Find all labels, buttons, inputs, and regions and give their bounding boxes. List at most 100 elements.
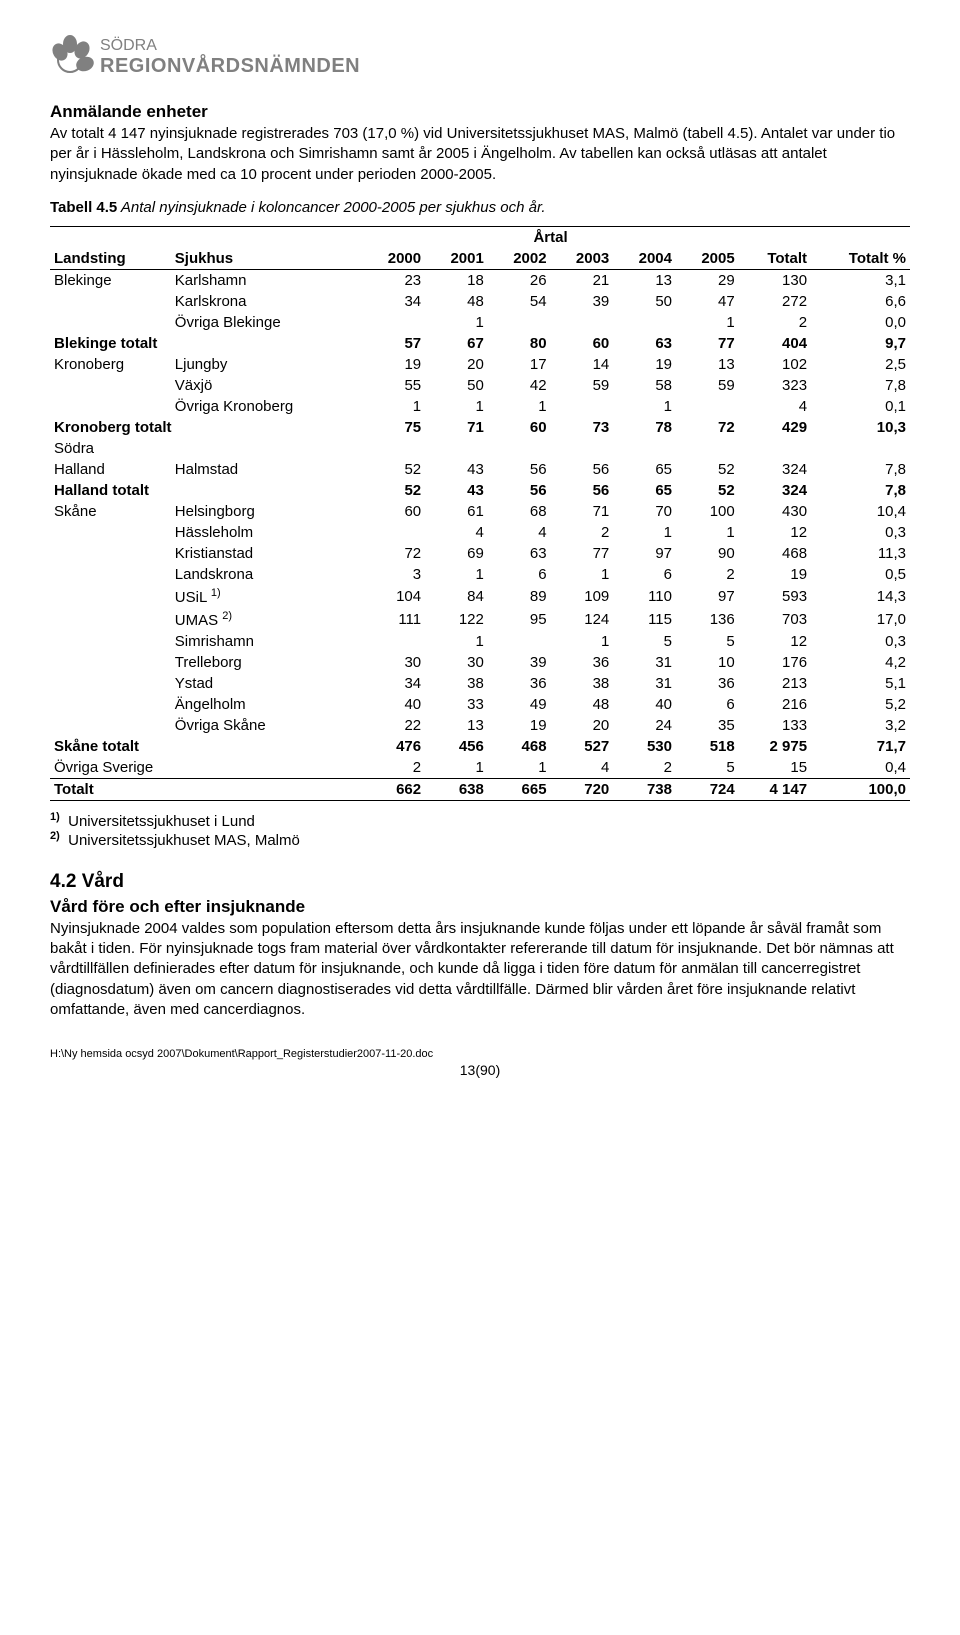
value-cell: 34: [362, 673, 425, 694]
value-cell: 52: [676, 480, 739, 501]
value-cell: [613, 312, 676, 333]
value-cell: 59: [551, 375, 614, 396]
sjukhus-cell: Växjö: [171, 375, 363, 396]
value-cell: [488, 438, 551, 459]
value-cell: 26: [488, 269, 551, 291]
value-cell: 52: [362, 459, 425, 480]
value-cell: 80: [488, 333, 551, 354]
column-header: 2004: [613, 248, 676, 270]
value-cell: 9,7: [811, 333, 910, 354]
value-cell: 5,1: [811, 673, 910, 694]
value-cell: 20: [551, 715, 614, 736]
value-cell: 324: [739, 459, 811, 480]
value-cell: 52: [362, 480, 425, 501]
sjukhus-cell: Övriga Skåne: [171, 715, 363, 736]
value-cell: 38: [551, 673, 614, 694]
value-cell: 468: [739, 543, 811, 564]
table-caption: Tabell 4.5 Antal nyinsjuknade i koloncan…: [50, 199, 910, 216]
landsting-cell: [50, 652, 171, 673]
value-cell: 78: [613, 417, 676, 438]
value-cell: 7,8: [811, 480, 910, 501]
value-cell: 15: [739, 757, 811, 779]
value-cell: 665: [488, 778, 551, 800]
intro-paragraph: Av totalt 4 147 nyinsjuknade registrerad…: [50, 124, 910, 185]
value-cell: 11,3: [811, 543, 910, 564]
sjukhus-cell: Ängelholm: [171, 694, 363, 715]
value-cell: 52: [676, 459, 739, 480]
landsting-cell: [50, 608, 171, 631]
value-cell: 124: [551, 608, 614, 631]
value-cell: 2: [551, 522, 614, 543]
value-cell: 2 975: [739, 736, 811, 757]
value-cell: 42: [488, 375, 551, 396]
sjukhus-cell: Karlskrona: [171, 291, 363, 312]
value-cell: 29: [676, 269, 739, 291]
value-cell: 39: [488, 652, 551, 673]
value-cell: 60: [362, 501, 425, 522]
value-cell: 323: [739, 375, 811, 396]
value-cell: 4 147: [739, 778, 811, 800]
value-cell: 68: [488, 501, 551, 522]
table-header-row: LandstingSjukhus200020012002200320042005…: [50, 248, 910, 270]
footer-page: 13(90): [50, 1062, 910, 1078]
table-row: Södra: [50, 438, 910, 459]
value-cell: 100: [676, 501, 739, 522]
value-cell: 67: [425, 333, 488, 354]
value-cell: 54: [488, 291, 551, 312]
value-cell: 130: [739, 269, 811, 291]
sjukhus-cell: Ljungby: [171, 354, 363, 375]
value-cell: 1: [488, 757, 551, 779]
value-cell: 24: [613, 715, 676, 736]
landsting-cell: [50, 673, 171, 694]
sjukhus-cell: Trelleborg: [171, 652, 363, 673]
value-cell: 13: [613, 269, 676, 291]
value-cell: [739, 438, 811, 459]
value-cell: 2: [362, 757, 425, 779]
column-header: 2001: [425, 248, 488, 270]
value-cell: 12: [739, 522, 811, 543]
value-cell: 58: [613, 375, 676, 396]
landsting-cell: [50, 312, 171, 333]
value-cell: 48: [425, 291, 488, 312]
column-header: Totalt: [739, 248, 811, 270]
value-cell: 6: [488, 564, 551, 585]
value-cell: 1: [425, 396, 488, 417]
logo: SÖDRA REGIONVÅRDSNÄMNDEN: [50, 30, 910, 84]
value-cell: 1: [362, 396, 425, 417]
value-cell: 0,1: [811, 396, 910, 417]
row-label: Övriga Sverige: [50, 757, 362, 779]
value-cell: 5: [676, 631, 739, 652]
value-cell: 12: [739, 631, 811, 652]
sjukhus-cell: UMAS 2): [171, 608, 363, 631]
value-cell: [488, 312, 551, 333]
value-cell: 1: [425, 312, 488, 333]
value-cell: [362, 438, 425, 459]
landsting-cell: [50, 694, 171, 715]
value-cell: 1: [551, 631, 614, 652]
value-cell: 71: [551, 501, 614, 522]
value-cell: 5: [676, 757, 739, 779]
value-cell: 530: [613, 736, 676, 757]
value-cell: 0,3: [811, 522, 910, 543]
column-header: Sjukhus: [171, 248, 363, 270]
value-cell: [676, 438, 739, 459]
value-cell: 638: [425, 778, 488, 800]
value-cell: 60: [551, 333, 614, 354]
row-label: Skåne totalt: [50, 736, 362, 757]
value-cell: 7,8: [811, 375, 910, 396]
value-cell: 20: [425, 354, 488, 375]
value-cell: [613, 438, 676, 459]
value-cell: 213: [739, 673, 811, 694]
value-cell: 111: [362, 608, 425, 631]
value-cell: 90: [676, 543, 739, 564]
table-row: Halland totalt5243565665523247,8: [50, 480, 910, 501]
value-cell: 738: [613, 778, 676, 800]
value-cell: 272: [739, 291, 811, 312]
value-cell: 527: [551, 736, 614, 757]
value-cell: 75: [362, 417, 425, 438]
value-cell: 77: [551, 543, 614, 564]
value-cell: [676, 396, 739, 417]
sjukhus-cell: Halmstad: [171, 459, 363, 480]
sjukhus-cell: USiL 1): [171, 585, 363, 608]
value-cell: 7,8: [811, 459, 910, 480]
